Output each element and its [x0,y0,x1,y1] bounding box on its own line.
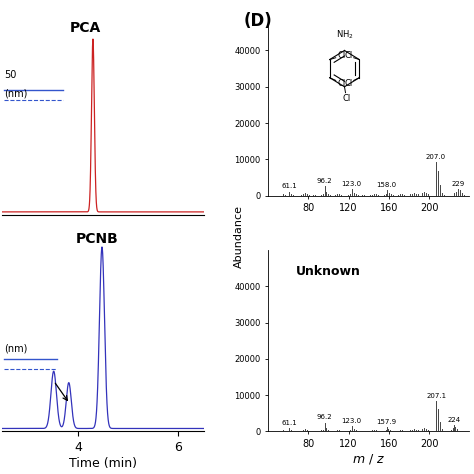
Text: 96.2: 96.2 [317,414,332,420]
X-axis label: Time (min): Time (min) [69,457,137,470]
Text: 157.9: 157.9 [376,419,397,425]
Text: 61.1: 61.1 [282,183,297,190]
Text: PCNB: PCNB [75,232,118,246]
Text: Cl: Cl [344,52,352,60]
Text: 207.0: 207.0 [426,154,446,160]
Text: 123.0: 123.0 [341,181,362,187]
Text: 96.2: 96.2 [317,178,332,184]
Text: Cl: Cl [337,52,346,60]
Text: Abundance: Abundance [234,206,245,268]
Text: Cl: Cl [344,79,352,88]
Text: (D): (D) [244,12,273,30]
Text: 61.1: 61.1 [282,419,297,426]
Text: Cl: Cl [337,79,346,88]
Text: PCA: PCA [70,21,101,36]
Text: NH$_2$: NH$_2$ [336,28,353,40]
Text: 50: 50 [4,70,17,81]
Text: 207.1: 207.1 [426,392,446,399]
Text: 123.0: 123.0 [341,418,362,424]
Text: 229: 229 [452,181,465,186]
Text: (nm): (nm) [4,89,28,99]
X-axis label: $\it{m\ /\ z}$: $\it{m\ /\ z}$ [352,452,385,466]
Text: Unknown: Unknown [296,265,361,278]
Text: (nm): (nm) [4,343,28,353]
Text: Cl: Cl [342,94,351,103]
Text: 224: 224 [447,417,460,423]
Text: 158.0: 158.0 [377,182,397,188]
